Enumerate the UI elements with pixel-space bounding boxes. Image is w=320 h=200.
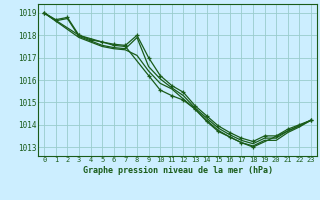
X-axis label: Graphe pression niveau de la mer (hPa): Graphe pression niveau de la mer (hPa) (83, 166, 273, 175)
